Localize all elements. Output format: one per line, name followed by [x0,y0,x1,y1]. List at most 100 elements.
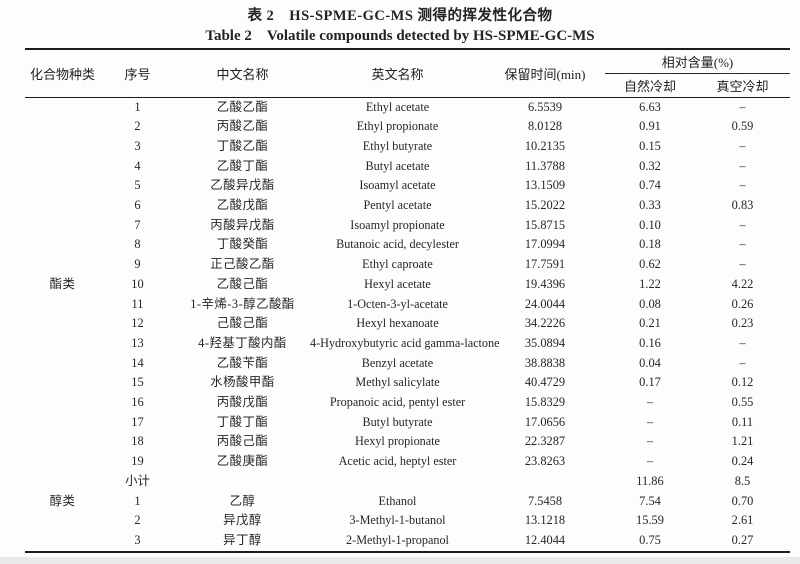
table-row: 酯类 10 乙酸己酯 Hexyl acetate 19.4396 1.22 4.22 [25,275,790,295]
cell-vacuum: – [739,335,746,350]
volatile-compounds-table: 化合物种类 序号 中文名称 英文名称 保留时间(min) 相对含量(%) 自然冷… [25,48,790,553]
table-row: 8 丁酸癸酯 Butanoic acid, decylester 17.0994 0.1… [25,235,790,255]
cell-vacuum: – [739,355,746,370]
cell-en: Propanoic acid, pentyl ester [329,395,466,410]
cell-rt: 15.8715 [524,217,566,232]
cell-natural: 0.08 [639,296,661,311]
header-row-sub: 自然冷却 真空冷却 [25,73,790,98]
cell-rt: 34.2226 [524,316,566,331]
cell-no: 小计 [125,473,150,488]
cell-group [25,373,100,393]
cell-cn: 己酸己酯 [216,316,269,331]
cell-cn [175,472,310,492]
cell-cn: 正己酸乙酯 [210,257,275,272]
cell-no: 7 [134,217,141,232]
cell-rt: 17.0656 [524,414,566,429]
header-vacuum-cooling: 真空冷却 [695,73,790,98]
cell-group [25,97,100,117]
scan-edge [0,557,800,564]
cell-natural: 0.32 [639,158,661,173]
cell-cn: 丙酸戊酯 [216,395,269,410]
cell-rt: 38.8838 [524,355,566,370]
cell-en: Butyl acetate [365,158,430,173]
cell-vacuum: – [739,99,746,114]
cell-group [25,314,100,334]
cell-rt: 40.4729 [524,375,566,390]
cell-en: Butyl butyrate [362,414,433,429]
cell-en: 4-Hydroxybutyric acid gamma-lactone [310,335,500,350]
cell-natural: 0.75 [639,532,661,547]
cell-group [25,157,100,177]
cell-group [25,393,100,413]
cell-no: 4 [134,158,141,173]
cell-rt: 13.1218 [524,513,566,528]
header-serial-no: 序号 [100,49,175,98]
cell-natural: 0.74 [639,178,661,193]
cell-vacuum: 0.59 [731,119,754,134]
cell-vacuum: 0.23 [731,316,754,331]
cell-vacuum: 2.61 [731,513,754,528]
table-row: 6 乙酸戊酯 Pentyl acetate 15.2022 0.33 0.83 [25,196,790,216]
table-row: 5 乙酸异戊酯 Isoamyl acetate 13.1509 0.74 – [25,176,790,196]
cell-vacuum: 1.21 [731,434,754,449]
cell-group [25,117,100,137]
cell-rt: 8.0128 [527,119,563,134]
table-title-english: Table 2 Volatile compounds detected by H… [205,28,595,44]
cell-no: 9 [134,257,141,272]
cell-rt: 17.0994 [524,237,566,252]
cell-en: 2-Methyl-1-propanol [346,532,449,547]
cell-cn: 乙酸异戊酯 [210,178,275,193]
cell-cn: 乙醇 [229,493,256,508]
cell-vacuum: 4.22 [731,276,754,291]
cell-rt: 12.4044 [524,532,566,547]
cell-en: Hexyl propionate [355,434,440,449]
cell-en [310,472,485,492]
table-row: 9 正己酸乙酯 Ethyl caproate 17.7591 0.62 – [25,255,790,275]
cell-natural: 0.21 [639,316,661,331]
cell-en: Isoamyl acetate [359,178,436,193]
table-row: 17 丁酸丁酯 Butyl butyrate 17.0656 – 0.11 [25,413,790,433]
cell-vacuum: 0.12 [731,375,754,390]
cell-natural: 0.16 [639,335,661,350]
table-row: 小计 11.86 8.5 [25,472,790,492]
cell-natural: – [646,414,654,429]
cell-en: Isoamyl propionate [350,217,445,232]
cell-natural: 0.17 [639,375,661,390]
cell-cn: 丙酸异戊酯 [210,217,275,232]
cell-no: 13 [131,335,144,350]
cell-no: 15 [131,375,144,390]
cell-vacuum: – [739,158,746,173]
header-chinese-name: 中文名称 [175,49,310,98]
cell-group [25,432,100,452]
cell-cn: 乙酸丁酯 [216,158,269,173]
cell-rt: 35.0894 [524,335,566,350]
cell-no: 17 [131,414,144,429]
cell-natural: 15.59 [636,513,664,528]
cell-en: Ethyl acetate [365,99,430,114]
cell-rt: 7.5458 [527,493,563,508]
cell-cn: 乙酸苄酯 [216,355,269,370]
cell-group [25,413,100,433]
cell-rt: 22.3287 [524,434,566,449]
cell-group [25,334,100,354]
cell-no: 19 [131,454,144,469]
cell-group: 酯类 [49,276,76,291]
cell-en: Hexyl hexanoate [356,316,439,331]
cell-rt: 17.7591 [524,257,566,272]
table-row: 3 异丁醇 2-Methyl-1-propanol 12.4044 0.75 0.27 [25,531,790,552]
table-row: 1 乙酸乙酯 Ethyl acetate 6.5539 6.63 – [25,97,790,117]
cell-rt: 13.1509 [524,178,566,193]
cell-natural: 0.62 [639,257,661,272]
header-row-main: 化合物种类 序号 中文名称 英文名称 保留时间(min) 相对含量(%) [25,49,790,98]
cell-vacuum: 0.24 [731,454,754,469]
cell-cn: 水杨酸甲酯 [210,375,275,390]
cell-vacuum: 0.55 [731,395,754,410]
cell-no: 6 [134,198,141,213]
cell-group [25,472,100,492]
cell-no: 1 [134,493,141,508]
cell-natural: 0.33 [639,198,661,213]
cell-group [25,452,100,472]
cell-no: 14 [131,355,144,370]
cell-vacuum: 0.70 [731,493,754,508]
